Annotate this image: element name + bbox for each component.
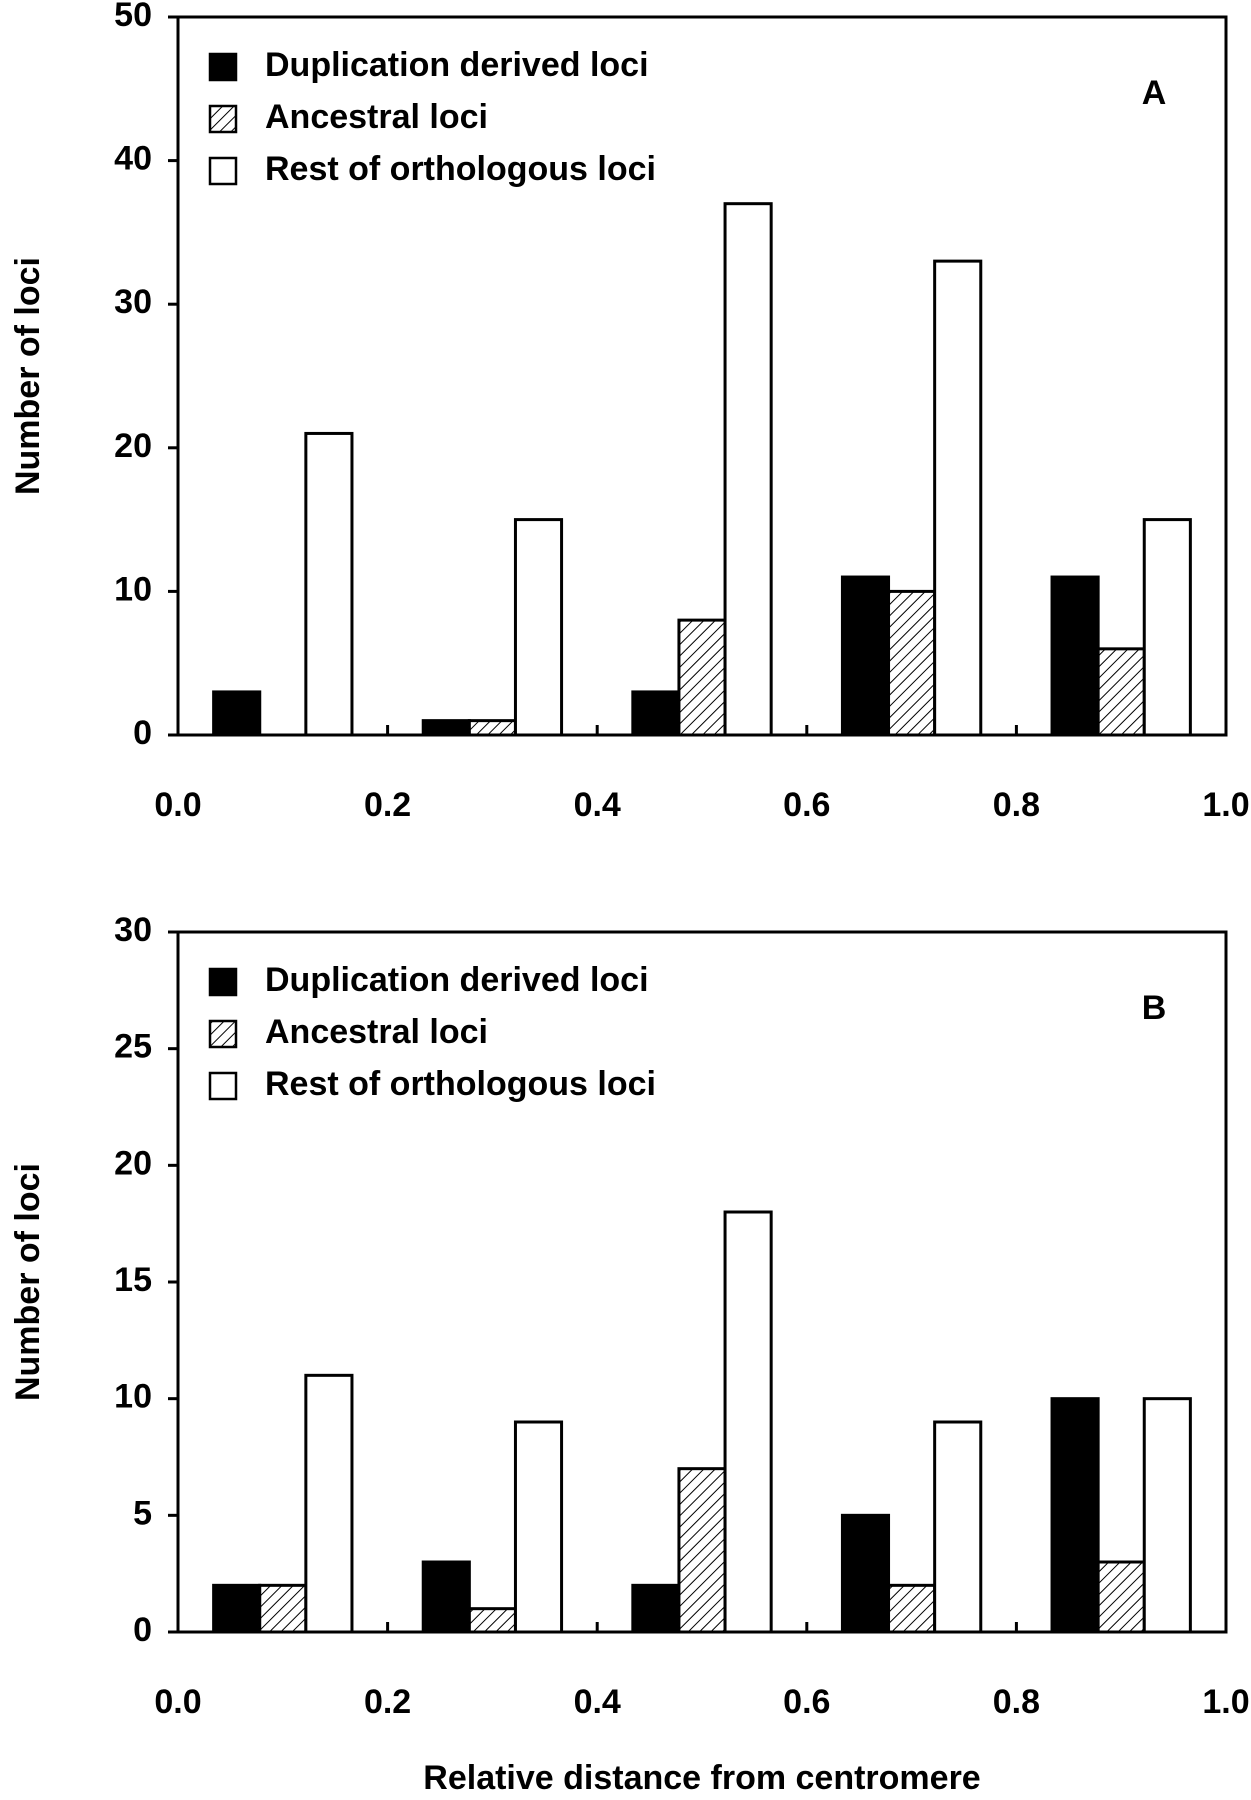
legend-label: Duplication derived loci: [265, 961, 649, 999]
legend-swatch: [208, 104, 238, 134]
y-tick-label: 10: [114, 570, 152, 608]
bar: [467, 719, 517, 737]
bar: [212, 1583, 262, 1634]
y-tick-label: 15: [114, 1261, 152, 1299]
x-tick-label: 0.8: [993, 1683, 1040, 1721]
bar: [467, 1607, 517, 1634]
bar: [1142, 518, 1192, 737]
y-tick-label: 40: [114, 140, 152, 178]
plot-frame: [176, 930, 1228, 1634]
bar: [631, 690, 681, 737]
bar: [513, 1420, 564, 1634]
y-axis-label: Number of loci: [9, 1163, 47, 1401]
bar: [840, 575, 891, 737]
bar: [304, 431, 354, 737]
legend-swatch: [208, 156, 238, 186]
x-tick-label: 0.6: [783, 786, 830, 824]
bar: [1050, 1397, 1100, 1634]
legend-swatch: [208, 52, 238, 82]
panel-label: B: [1142, 989, 1167, 1027]
y-tick-label: 0: [133, 714, 152, 752]
bar: [933, 259, 983, 737]
bar: [1142, 1397, 1192, 1634]
bar: [421, 1560, 471, 1634]
bar: [304, 1373, 354, 1634]
y-tick-label: 0: [133, 1611, 152, 1649]
x-tick-label: 0.2: [364, 786, 411, 824]
legend-label: Duplication derived loci: [265, 46, 649, 84]
y-tick-label: 30: [114, 283, 152, 321]
bar: [1050, 575, 1100, 737]
y-tick-label: 20: [114, 1144, 152, 1182]
legend-swatch: [208, 1019, 238, 1049]
bar: [1096, 1560, 1146, 1634]
x-axis-label: Relative distance from centromere: [423, 1759, 980, 1797]
y-tick-label: 25: [114, 1028, 152, 1066]
y-axis-label: Number of loci: [9, 257, 47, 495]
x-tick-label: 1.0: [1202, 786, 1249, 824]
panel-label: A: [1142, 74, 1167, 112]
bar: [933, 1420, 983, 1634]
bar: [887, 1583, 937, 1634]
bar: [887, 589, 937, 737]
legend-label: Ancestral loci: [265, 1013, 488, 1051]
legend-label: Ancestral loci: [265, 98, 488, 136]
y-tick-label: 50: [114, 0, 152, 34]
y-tick-label: 20: [114, 427, 152, 465]
bar: [1096, 647, 1146, 737]
x-tick-label: 0.4: [574, 1683, 621, 1721]
y-tick-label: 5: [133, 1494, 152, 1532]
legend-swatch: [208, 1071, 238, 1101]
bar: [631, 1583, 681, 1634]
x-tick-label: 0.2: [364, 1683, 411, 1721]
x-tick-label: 0.4: [574, 786, 621, 824]
bar: [723, 202, 773, 737]
x-tick-label: 0.8: [993, 786, 1040, 824]
bar: [258, 1583, 308, 1634]
plot-frame: [176, 15, 1228, 737]
x-tick-label: 0.6: [783, 1683, 830, 1721]
y-tick-label: 10: [114, 1378, 152, 1416]
bar: [513, 518, 564, 737]
bar: [421, 719, 471, 737]
x-tick-label: 0.0: [154, 1683, 201, 1721]
bar: [840, 1513, 891, 1634]
x-tick-label: 1.0: [1202, 1683, 1249, 1721]
y-tick-label: 30: [114, 911, 152, 949]
x-tick-label: 0.0: [154, 786, 201, 824]
bar: [212, 690, 262, 737]
legend-label: Rest of orthologous loci: [265, 1065, 656, 1103]
bar: [677, 618, 727, 737]
legend-swatch: [208, 967, 238, 997]
bar: [723, 1210, 773, 1634]
bar: [677, 1467, 727, 1634]
legend-label: Rest of orthologous loci: [265, 150, 656, 188]
